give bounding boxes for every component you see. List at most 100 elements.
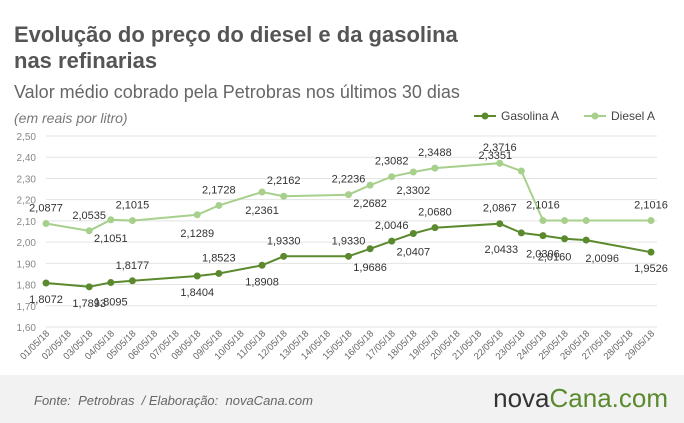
data-point-diesel-a [215,201,223,209]
data-label-gasolina-a: 1,9686 [353,262,387,274]
data-label-gasolina-a: 1,7893 [72,298,106,310]
legend-item-gasolina-a: Gasolina A [474,109,559,123]
data-label-gasolina-a: 2,0433 [485,244,519,256]
data-label-diesel-a: 2,0877 [29,202,63,214]
data-label-diesel-a: 2,1728 [202,184,236,196]
data-label-gasolina-a: 2,0160 [538,252,572,264]
data-label-gasolina-a: 1,8095 [94,297,128,309]
data-point-gasolina-a [42,279,50,287]
data-label-diesel-a: 2,3716 [483,142,517,154]
data-label-gasolina-a: 2,0306 [526,249,560,261]
data-point-diesel-a [193,211,201,219]
data-label-gasolina-a: 1,9330 [267,235,301,247]
y-tick-label: 2,10 [17,217,37,228]
data-label-gasolina-a: 2,0407 [396,246,430,258]
data-point-diesel-a [258,188,266,196]
data-label-diesel-a: 2,2236 [332,174,366,186]
data-point-gasolina-a [280,252,288,260]
data-point-gasolina-a [128,277,136,285]
data-point-gasolina-a [107,279,115,287]
y-tick-label: 1,80 [17,281,37,292]
data-point-diesel-a [366,181,374,189]
data-point-diesel-a [85,227,93,235]
data-label-gasolina-a: 2,0046 [375,220,409,232]
chart-title: Evolução do preço do diesel e da gasolin… [14,22,614,74]
footer-bar: Fonte: Petrobras / Elaboração: novaCana.… [0,375,684,423]
data-point-gasolina-a [193,272,201,280]
legend-item-diesel-a: Diesel A [584,109,655,123]
data-point-diesel-a [107,216,115,224]
brand-logo: novaCana.com [493,383,668,414]
chart-title-line1: Evolução do preço do diesel e da gasolin… [14,22,458,47]
data-label-diesel-a: 2,1015 [116,200,150,212]
data-point-diesel-a [496,159,504,167]
data-point-gasolina-a [496,220,504,228]
data-label-diesel-a: 2,3488 [418,147,452,159]
data-point-diesel-a [431,164,439,172]
legend-label: Diesel A [611,109,655,123]
data-point-gasolina-a [258,261,266,269]
chart-subtitle: Valor médio cobrado pela Petrobras nos ú… [14,82,460,102]
data-label-gasolina-a: 1,9330 [332,235,366,247]
data-point-diesel-a [517,167,525,175]
y-tick-label: 1,70 [17,302,37,313]
line-chart: 1,60 1,70 1,80 1,90 2,00 2,10 2,20 2,30 2,40 2,50… [17,109,668,362]
data-point-gasolina-a [345,252,352,260]
y-tick-label: 2,50 [17,132,37,143]
data-point-gasolina-a [85,283,93,291]
data-label-diesel-a: 2,1289 [180,228,214,240]
data-label-gasolina-a: 1,9526 [634,263,668,275]
legend-marker [591,112,599,120]
data-point-gasolina-a [517,229,525,237]
data-point-diesel-a [42,219,50,227]
y-tick-label: 1,60 [17,323,37,334]
y-tick-label: 2,20 [17,196,37,207]
data-point-diesel-a [647,217,655,225]
data-label-gasolina-a: 2,0867 [483,203,517,215]
legend-label: Gasolina A [501,109,559,123]
data-label-gasolina-a: 1,8404 [180,287,214,299]
data-point-diesel-a [539,217,547,225]
data-point-diesel-a [280,192,288,200]
data-label-diesel-a: 2,2162 [267,175,301,187]
data-label-diesel-a: 2,3302 [396,185,430,197]
data-point-gasolina-a [409,229,417,237]
y-tick-label: 1,90 [17,259,37,270]
y-tick-label: 2,40 [17,153,37,164]
data-point-gasolina-a [647,248,655,256]
data-label-gasolina-a: 1,8908 [245,276,279,288]
data-label-diesel-a: 2,1016 [634,200,668,212]
unit-note: (em reais por litro) [14,110,128,126]
data-label-diesel-a: 2,1016 [526,200,560,212]
data-point-gasolina-a [431,224,439,232]
data-label-gasolina-a: 1,8177 [116,260,150,272]
y-tick-label: 2,30 [17,174,37,185]
data-point-gasolina-a [388,237,396,245]
data-label-diesel-a: 2,3351 [479,150,513,162]
data-label-diesel-a: 2,2361 [245,205,279,217]
data-point-diesel-a [345,191,352,199]
data-point-diesel-a [561,217,569,225]
data-point-diesel-a [409,168,417,176]
source-note: Fonte: Petrobras / Elaboração: novaCana.… [34,393,313,408]
data-point-gasolina-a [539,232,547,240]
data-point-gasolina-a [582,236,590,244]
chart-title-line2: nas refinarias [14,48,158,73]
data-point-gasolina-a [366,245,374,253]
data-label-diesel-a: 2,1051 [94,233,128,245]
data-label-diesel-a: 2,3082 [375,156,409,168]
brand-logo-part2: Cana.com [549,383,669,413]
y-tick-label: 2,00 [17,238,37,249]
brand-logo-part1: nova [493,383,550,413]
data-label-diesel-a: 2,2682 [353,198,387,210]
legend-marker [481,112,489,120]
data-label-gasolina-a: 1,8523 [202,252,236,264]
data-point-gasolina-a [215,269,223,277]
data-point-diesel-a [128,217,136,225]
data-point-diesel-a [388,173,396,181]
legend: Gasolina A Diesel A [474,109,655,123]
data-point-gasolina-a [561,235,569,243]
data-point-diesel-a [582,217,590,225]
